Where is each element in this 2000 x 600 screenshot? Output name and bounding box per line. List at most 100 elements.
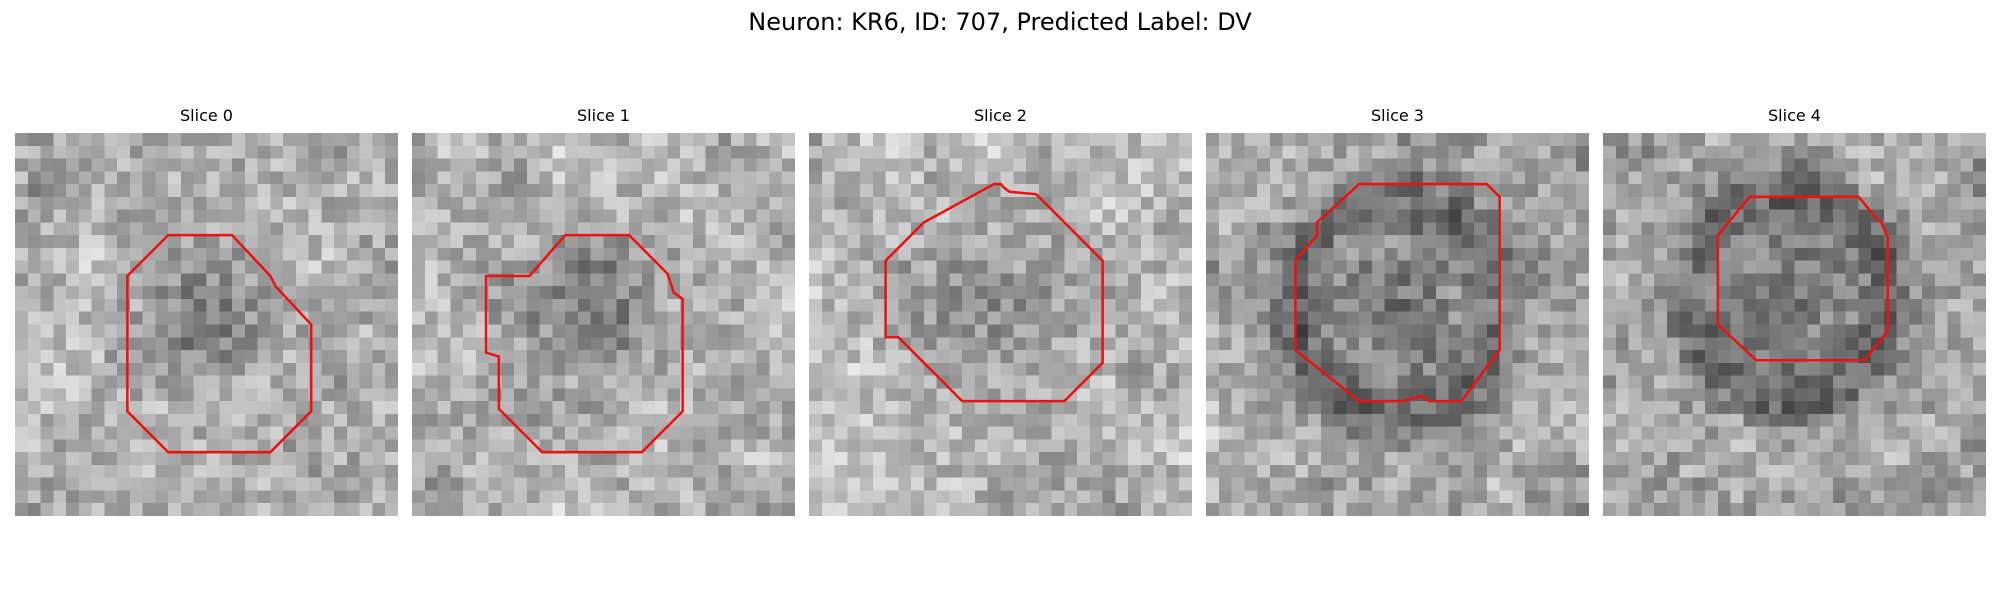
image-pixel	[680, 439, 694, 453]
image-pixel	[1563, 503, 1577, 516]
image-pixel	[1410, 260, 1424, 274]
image-pixel	[1257, 490, 1271, 504]
image-pixel	[1705, 350, 1719, 364]
image-pixel	[1794, 260, 1808, 274]
image-pixel	[962, 401, 976, 415]
image-pixel	[78, 413, 92, 427]
image-pixel	[1448, 324, 1462, 338]
image-pixel	[962, 324, 976, 338]
image-pixel	[539, 477, 553, 491]
image-pixel	[450, 260, 464, 274]
image-pixel	[552, 298, 566, 312]
image-pixel	[1832, 145, 1846, 159]
image-pixel	[129, 196, 143, 210]
image-pixel	[1832, 439, 1846, 453]
image-pixel	[1679, 260, 1693, 274]
image-pixel	[66, 222, 80, 236]
image-pixel	[1051, 133, 1065, 147]
image-pixel	[1743, 273, 1757, 287]
image-pixel	[1563, 375, 1577, 389]
image-pixel	[552, 311, 566, 325]
image-pixel	[1871, 375, 1885, 389]
image-pixel	[1179, 133, 1192, 147]
image-pixel	[1896, 158, 1910, 172]
image-pixel	[1448, 184, 1462, 198]
image-pixel	[756, 426, 770, 440]
image-pixel	[872, 133, 886, 147]
image-pixel	[1794, 490, 1808, 504]
image-pixel	[1679, 171, 1693, 185]
image-pixel	[590, 350, 604, 364]
image-pixel	[847, 273, 861, 287]
image-pixel	[1512, 464, 1526, 478]
image-pixel	[565, 235, 579, 249]
image-pixel	[1115, 286, 1129, 300]
image-pixel	[1563, 222, 1577, 236]
image-pixel	[616, 413, 630, 427]
image-pixel	[1909, 184, 1923, 198]
image-pixel	[424, 158, 438, 172]
image-pixel	[66, 362, 80, 376]
image-pixel	[1550, 209, 1564, 223]
image-pixel	[1947, 222, 1961, 236]
image-pixel	[962, 286, 976, 300]
image-pixel	[1244, 490, 1258, 504]
image-pixel	[1947, 260, 1961, 274]
image-pixel	[501, 401, 515, 415]
image-pixel	[974, 324, 988, 338]
image-pixel	[1832, 133, 1846, 147]
image-pixel	[1768, 477, 1782, 491]
image-pixel	[1883, 196, 1897, 210]
image-pixel	[616, 298, 630, 312]
image-pixel	[1960, 247, 1974, 261]
image-pixel	[1705, 133, 1719, 147]
image-pixel	[270, 490, 284, 504]
image-pixel	[1038, 260, 1052, 274]
image-pixel	[1269, 388, 1283, 402]
image-pixel	[667, 260, 681, 274]
image-pixel	[1973, 350, 1986, 364]
image-pixel	[15, 196, 29, 210]
image-pixel	[219, 464, 233, 478]
image-pixel	[654, 247, 668, 261]
image-pixel	[1563, 477, 1577, 491]
image-pixel	[359, 196, 373, 210]
image-pixel	[1077, 222, 1091, 236]
image-pixel	[718, 324, 732, 338]
image-pixel	[603, 490, 617, 504]
image-pixel	[1320, 298, 1334, 312]
image-pixel	[1845, 184, 1859, 198]
image-pixel	[616, 235, 630, 249]
image-pixel	[680, 247, 694, 261]
image-pixel	[1615, 503, 1629, 516]
image-pixel	[1461, 260, 1475, 274]
image-pixel	[1756, 260, 1770, 274]
image-pixel	[1308, 209, 1322, 223]
image-pixel	[1603, 350, 1617, 364]
image-pixel	[308, 298, 322, 312]
image-pixel	[809, 439, 823, 453]
image-pixel	[949, 247, 963, 261]
image-pixel	[257, 350, 271, 364]
image-pixel	[129, 477, 143, 491]
image-pixel	[1064, 145, 1078, 159]
image-pixel	[769, 439, 783, 453]
image-pixel	[898, 286, 912, 300]
image-pixel	[66, 145, 80, 159]
image-pixel	[539, 222, 553, 236]
image-pixel	[1077, 286, 1091, 300]
image-pixel	[1576, 171, 1589, 185]
image-pixel	[1115, 490, 1129, 504]
image-pixel	[1244, 311, 1258, 325]
image-pixel	[923, 388, 937, 402]
image-pixel	[1166, 286, 1180, 300]
image-pixel	[577, 286, 591, 300]
image-pixel	[334, 273, 348, 287]
image-pixel	[180, 222, 194, 236]
image-pixel	[437, 362, 451, 376]
image-pixel	[756, 286, 770, 300]
image-pixel	[1666, 247, 1680, 261]
image-pixel	[1128, 247, 1142, 261]
image-pixel	[974, 375, 988, 389]
image-pixel	[834, 311, 848, 325]
